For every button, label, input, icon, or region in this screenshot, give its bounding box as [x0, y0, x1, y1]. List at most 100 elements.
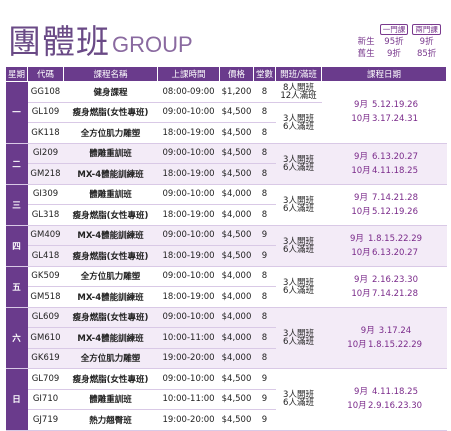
price-cell: $4,500 — [219, 163, 254, 185]
table-row: GL109 瘦身燃脂(女性專班) 09:00-10:00 $4,500 8 3人開班 6人滿… — [6, 102, 447, 144]
count-cell: 8 — [253, 286, 276, 308]
open-full-line: 6人滿班 — [283, 203, 314, 214]
column-header: 堂數 — [253, 66, 276, 82]
open-full-line: 6人滿班 — [283, 121, 314, 132]
code-cell: GL109 — [27, 102, 64, 123]
count-cell: 9 — [253, 225, 276, 246]
count-cell: 8 — [253, 327, 276, 349]
time-cell: 09:00-10:00 — [157, 102, 220, 123]
price-cell: $4,500 — [219, 389, 254, 410]
discount-table: 一門課 兩門課 新生 95折 9折 舊生 9折 85折 — [333, 23, 443, 59]
date-month: 10月 — [351, 288, 371, 299]
date-days: 1.8.15.22.29 — [367, 233, 423, 244]
date-month: 9月 — [354, 387, 368, 398]
course-dates-cell: 9月 6.13.20.27 10月4.11.18.25 — [321, 143, 447, 185]
course-name-cell: 體雕重訓班 — [63, 389, 158, 410]
open-full-cell: 3人開班 6人滿班 — [275, 143, 322, 185]
open-full-line: 6人滿班 — [283, 162, 314, 173]
time-cell: 10:00-11:00 — [157, 389, 220, 410]
price-cell: $1,200 — [219, 81, 254, 103]
day-cell: 二 — [5, 143, 28, 185]
code-cell: GJ719 — [27, 409, 64, 431]
date-line: 9月 5.12.19.26 — [322, 98, 447, 112]
code-cell: GK509 — [27, 266, 64, 287]
schedule-table: 星期 代碼 課程名稱 上課時間 價格 堂數 開班/滿班 課程日期 一 GG108 健… — [5, 66, 447, 431]
time-cell: 18:00-19:00 — [157, 122, 220, 144]
title-english: GROUP — [112, 32, 193, 57]
course-name-cell: 瘦身燃脂(女性專班) — [63, 307, 158, 328]
open-full-line: 3人開班 — [283, 390, 314, 401]
date-month: 9月 — [354, 151, 368, 162]
table-row: GL418 瘦身燃脂(女性專班) 18:00-19:00 $4,500 9 — [6, 245, 447, 267]
open-full-line: 3人開班 — [283, 113, 314, 124]
open-full-line: 3人開班 — [283, 328, 314, 339]
date-month: 9月 — [349, 233, 364, 244]
table-row: GL318 瘦身燃脂(女性專班) 18:00-19:00 $4,000 8 — [6, 204, 447, 226]
column-header: 課程日期 — [321, 66, 447, 82]
date-line: 10月1.8.15.22.29 — [322, 338, 447, 352]
price-cell: $4,500 — [219, 245, 254, 267]
column-header: 星期 — [5, 66, 28, 82]
table-row: 一 GG108 健身課程 08:00-09:00 $1,200 8 8人開班 12人滿班 9月 5… — [5, 81, 447, 144]
price-cell: $4,000 — [219, 307, 254, 328]
table-row: 三 GI309 體雕重訓班 09:00-10:00 $4,000 8 3人開班 6人滿班 9月 7… — [5, 184, 447, 226]
price-cell: $4,500 — [219, 102, 254, 123]
open-full-line: 6人滿班 — [283, 336, 314, 347]
open-full-cell: 8人開班 12人滿班 — [275, 81, 322, 103]
code-cell: GL318 — [27, 204, 64, 226]
day-cell: 五 — [5, 266, 28, 308]
course-name-cell: 全方位肌力雕塑 — [63, 348, 158, 369]
time-cell: 19:00-20:00 — [157, 348, 220, 369]
time-cell: 09:00-10:00 — [157, 368, 220, 390]
date-line: 9月 3.17.24 — [322, 324, 447, 338]
price-cell: $4,500 — [219, 225, 254, 246]
time-cell: 18:00-19:00 — [157, 204, 220, 226]
code-cell: GL418 — [27, 245, 64, 267]
date-days: 6.13.20.27 — [372, 151, 418, 162]
date-month: 9月 — [354, 274, 368, 285]
table-row: GM610 MX-4體能訓練班 10:00-11:00 $4,000 8 — [6, 327, 447, 349]
discount-value: 95折 — [384, 37, 404, 47]
open-full-line: 3人開班 — [283, 195, 314, 206]
discount-row-new: 新生 95折 9折 — [333, 35, 443, 47]
time-cell: 18:00-19:00 — [157, 163, 220, 185]
time-cell: 19:00-20:00 — [157, 409, 220, 431]
day-cell: 一 — [5, 81, 28, 144]
day-cell: 日 — [5, 368, 28, 431]
count-cell: 8 — [253, 184, 276, 205]
open-full-line: 12人滿班 — [280, 90, 317, 101]
date-days: 5.12.19.26 — [372, 100, 418, 111]
column-header: 課程名稱 — [63, 66, 158, 82]
course-name-cell: 全方位肌力雕塑 — [63, 266, 158, 287]
date-days: 4.11.18.25 — [372, 165, 418, 176]
count-cell: 8 — [253, 348, 276, 369]
discount-value: 9折 — [419, 37, 434, 47]
table-row: 日 GL709 瘦身燃脂(女性專班) 09:00-10:00 $4,500 9 3人開班 6人… — [5, 368, 447, 431]
time-cell: 09:00-10:00 — [157, 184, 220, 205]
title-chinese: 團體班 — [8, 22, 110, 61]
table-row: GI710 體雕重訓班 10:00-11:00 $4,500 9 — [6, 389, 447, 410]
course-name-cell: MX-4體能訓練班 — [63, 163, 158, 185]
open-full-line: 3人開班 — [283, 154, 314, 165]
code-cell: GM518 — [27, 286, 64, 308]
day-cell: 三 — [5, 184, 28, 226]
price-cell: $4,000 — [219, 327, 254, 349]
count-cell: 8 — [253, 204, 276, 226]
count-cell: 9 — [253, 245, 276, 267]
discount-label: 新生 — [357, 37, 375, 47]
price-cell: $4,000 — [219, 348, 254, 369]
date-line: 9月 7.14.21.28 — [322, 191, 447, 205]
date-days: 4.11.18.25 — [372, 387, 418, 398]
time-cell: 09:00-10:00 — [157, 143, 220, 164]
course-name-cell: 瘦身燃脂(女性專班) — [63, 245, 158, 267]
code-cell: GI710 — [27, 389, 64, 410]
open-full-line: 6人滿班 — [283, 398, 314, 409]
course-name-cell: 全方位肌力雕塑 — [63, 122, 158, 144]
course-name-cell: 熱力翹臀班 — [63, 409, 158, 431]
open-full-line: 3人開班 — [283, 236, 314, 247]
open-full-cell: 3人開班 6人滿班 — [275, 266, 322, 308]
discount-row-returning: 舊生 9折 85折 — [333, 47, 443, 59]
count-cell: 9 — [253, 368, 276, 390]
course-name-cell: 體雕重訓班 — [63, 143, 158, 164]
code-cell: GM610 — [27, 327, 64, 349]
